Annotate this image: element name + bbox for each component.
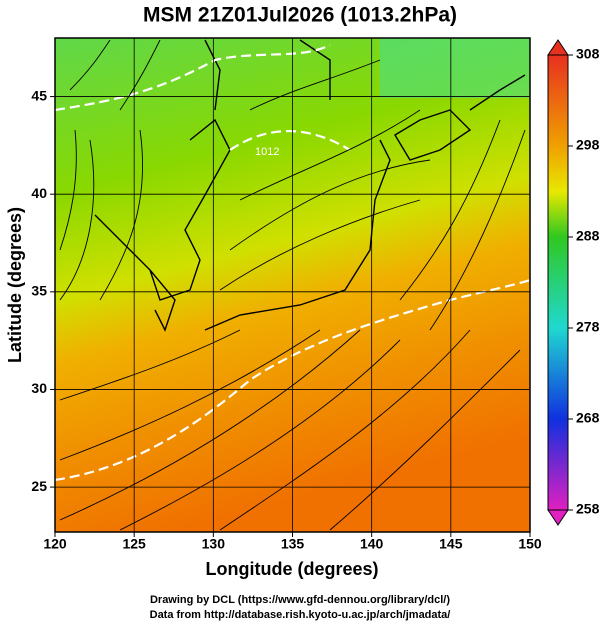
title: MSM 21Z01Jul2026 (1013.2hPa) bbox=[143, 4, 457, 27]
coastline bbox=[469, 74, 526, 111]
colorbar-min-arrow bbox=[547, 509, 569, 526]
y-tick-label: 45 bbox=[31, 87, 47, 103]
footer: Drawing by DCL (https://www.gfd-dennou.o… bbox=[150, 594, 450, 606]
colorbar-tick-label: 268 bbox=[576, 410, 599, 426]
y-tick-label: 35 bbox=[31, 283, 47, 299]
x-tick-label: 135 bbox=[281, 536, 305, 552]
coastline bbox=[394, 109, 472, 161]
y-tick-label: 30 bbox=[31, 380, 47, 396]
isobar bbox=[55, 44, 331, 112]
cool-region bbox=[380, 38, 530, 98]
y-tick-label: 25 bbox=[31, 478, 47, 494]
colorbar-tick-label: 288 bbox=[576, 228, 599, 244]
x-tick-label: 125 bbox=[122, 536, 146, 552]
colorbar-max-arrow bbox=[547, 39, 569, 56]
y-axis-label: Latitude (degrees) bbox=[5, 207, 25, 363]
x-axis-label: Longitude (degrees) bbox=[205, 559, 378, 579]
colorbar-tick-label: 298 bbox=[576, 137, 599, 153]
x-tick-label: 120 bbox=[43, 536, 67, 552]
x-tick-label: 140 bbox=[360, 536, 384, 552]
isobar bbox=[229, 130, 351, 151]
footer: Data from http://database.rish.kyoto-u.a… bbox=[150, 609, 451, 621]
colorbar-tick-label: 308 bbox=[576, 46, 599, 62]
x-tick-label: 130 bbox=[202, 536, 226, 552]
colorbar bbox=[547, 54, 569, 511]
x-tick-label: 145 bbox=[439, 536, 463, 552]
y-tick-label: 40 bbox=[31, 185, 47, 201]
colorbar-tick-label: 278 bbox=[576, 319, 599, 335]
coastline bbox=[149, 269, 176, 332]
x-tick-label: 150 bbox=[518, 536, 542, 552]
colorbar-tick-label: 258 bbox=[576, 501, 599, 517]
coastline bbox=[204, 139, 391, 331]
contour-label: 1012 bbox=[255, 146, 279, 158]
streamlines bbox=[59, 39, 526, 531]
